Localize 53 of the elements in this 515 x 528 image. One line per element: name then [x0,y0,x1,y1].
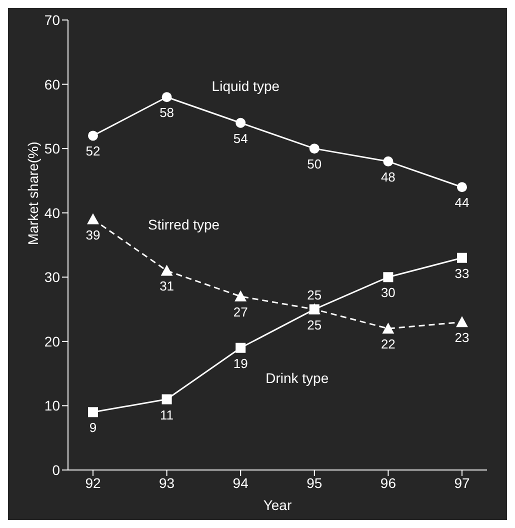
point [88,130,98,141]
point [236,342,246,353]
x-tick-label: 97 [454,474,470,491]
data-label: 39 [86,227,100,242]
y-tick-label: 40 [44,204,60,221]
x-axis-title: Year [263,497,292,513]
data-label: 30 [380,285,396,300]
point [88,407,98,418]
point [236,118,246,128]
data-label: 33 [454,266,470,281]
point [382,322,394,334]
x-tick-label: 92 [85,474,101,491]
x-tick-label: 94 [232,474,249,491]
point [160,264,173,276]
y-tick-label: 30 [44,269,60,286]
x-tick-label: 93 [159,474,175,491]
data-label: 50 [307,156,322,172]
data-label: 52 [86,144,100,159]
point [162,394,172,404]
y-axis-title: Market share(%) [24,142,41,245]
data-label: 19 [233,356,248,371]
data-label: 9 [89,420,97,436]
series-label: Drink type [266,370,329,386]
series-label: Stirred type [148,216,220,232]
point [457,252,467,263]
data-label: 22 [380,336,396,352]
data-label: 31 [160,278,174,294]
y-tick-label: 50 [44,140,60,157]
data-label: 11 [160,407,174,422]
data-label: 27 [233,304,248,320]
series-label: Liquid type [212,78,280,94]
data-label: 48 [380,169,396,184]
point [309,144,320,154]
x-tick-label: 96 [380,474,396,491]
point [383,156,394,166]
data-label: 25 [307,317,322,332]
point [456,316,468,328]
data-label: 23 [454,330,470,346]
y-tick-label: 70 [44,12,60,28]
point [383,272,394,282]
y-tick-label: 10 [44,398,60,414]
y-tick-label: 0 [52,462,60,478]
data-label: 44 [454,195,470,210]
data-label: 54 [233,130,248,146]
point [87,213,99,224]
data-label: 25 [307,287,322,302]
point [162,92,172,102]
data-label: 58 [160,105,174,120]
point [234,290,247,302]
x-tick-label: 95 [306,474,322,491]
y-tick-label: 60 [44,76,60,92]
point [457,182,467,192]
y-tick-label: 20 [44,333,60,350]
